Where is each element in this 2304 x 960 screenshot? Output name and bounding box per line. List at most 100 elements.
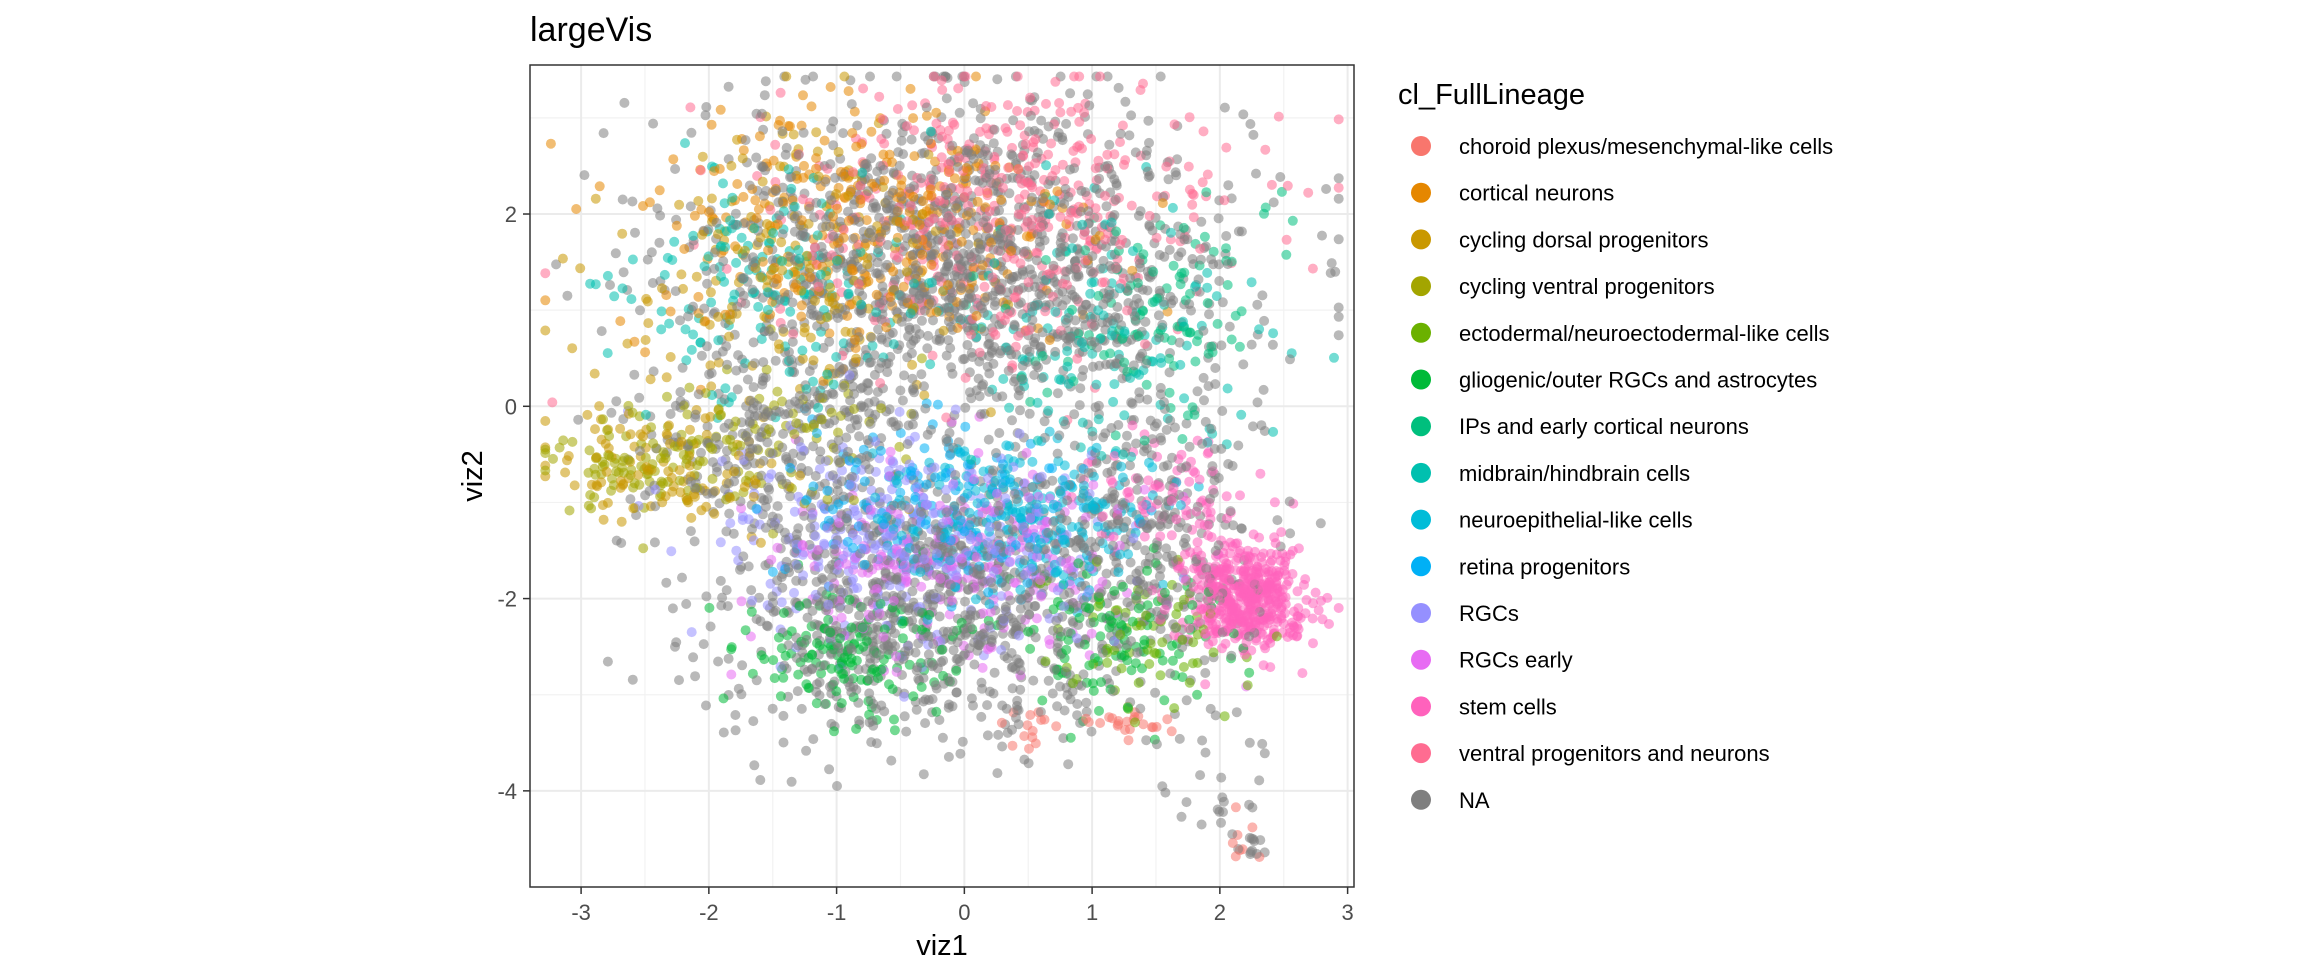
data-point <box>1050 664 1060 675</box>
data-point <box>1095 631 1106 642</box>
data-point <box>799 322 810 333</box>
data-point <box>811 127 822 138</box>
data-point <box>792 686 803 697</box>
data-point <box>811 163 821 174</box>
data-point <box>1044 635 1055 645</box>
data-point <box>1159 510 1170 521</box>
data-point <box>1072 353 1083 364</box>
data-point <box>865 695 876 706</box>
data-point <box>971 310 982 321</box>
data-point <box>1126 200 1137 211</box>
data-point <box>1166 726 1177 737</box>
data-point <box>1231 707 1242 718</box>
data-point <box>1120 96 1131 107</box>
data-point <box>689 536 700 547</box>
data-point <box>1090 542 1101 553</box>
data-point <box>1143 115 1154 126</box>
data-point <box>1059 705 1070 716</box>
data-point <box>1164 387 1175 398</box>
data-point <box>722 601 733 612</box>
data-point <box>1192 501 1203 512</box>
data-point <box>1197 735 1208 746</box>
data-point <box>661 577 672 588</box>
data-point <box>1027 456 1038 467</box>
data-point <box>665 306 676 317</box>
data-point <box>832 781 842 791</box>
data-point <box>907 419 918 430</box>
data-point <box>1303 187 1314 198</box>
data-point <box>1211 291 1222 302</box>
data-point <box>889 714 899 725</box>
data-point <box>1157 637 1168 648</box>
data-point <box>1131 438 1141 449</box>
data-point <box>660 491 671 502</box>
data-point <box>1247 822 1258 833</box>
data-point <box>1078 365 1089 375</box>
data-point <box>586 503 597 514</box>
data-point <box>976 409 986 420</box>
data-point <box>772 386 783 397</box>
data-point <box>919 305 930 316</box>
data-point <box>1006 149 1017 160</box>
data-point <box>1127 398 1138 409</box>
data-point <box>786 483 797 494</box>
data-point <box>1151 721 1162 732</box>
data-point <box>826 572 837 583</box>
data-point <box>562 290 573 301</box>
data-point <box>1252 397 1263 408</box>
data-point <box>1202 267 1213 278</box>
data-point <box>1094 705 1104 716</box>
data-point <box>813 402 824 413</box>
data-point <box>724 331 734 342</box>
data-point <box>690 409 701 420</box>
data-point <box>838 128 849 139</box>
data-point <box>1109 451 1120 461</box>
data-point <box>740 625 751 636</box>
data-point <box>1281 249 1292 260</box>
data-point <box>1017 360 1028 371</box>
data-point <box>1200 416 1211 427</box>
data-point <box>777 396 788 407</box>
data-point <box>540 295 551 306</box>
data-point <box>1130 147 1141 158</box>
data-point <box>992 74 1003 85</box>
data-point <box>764 424 774 435</box>
data-point <box>965 387 975 398</box>
data-point <box>1257 290 1268 301</box>
data-point <box>1333 173 1344 184</box>
data-point <box>713 656 724 667</box>
data-point <box>640 409 651 420</box>
data-point <box>681 599 692 609</box>
data-point <box>688 652 699 663</box>
data-point <box>789 506 800 517</box>
data-point <box>982 730 993 741</box>
data-point <box>1109 149 1120 160</box>
data-point <box>1053 456 1064 467</box>
data-point <box>1259 315 1270 326</box>
data-point <box>704 207 714 217</box>
data-point <box>962 340 973 350</box>
data-point <box>941 507 952 518</box>
data-point <box>822 494 833 505</box>
data-point <box>669 236 680 247</box>
data-point <box>919 381 929 392</box>
data-point <box>811 341 821 352</box>
data-point <box>1187 199 1198 210</box>
data-point <box>1196 254 1206 265</box>
data-point <box>805 522 816 533</box>
data-point <box>619 97 630 108</box>
data-point <box>1182 523 1193 534</box>
data-point <box>934 715 945 725</box>
data-point <box>977 662 988 673</box>
data-point <box>1004 402 1015 413</box>
data-point <box>982 190 993 201</box>
data-point <box>1200 629 1211 639</box>
data-point <box>1013 164 1024 175</box>
data-point <box>982 361 993 372</box>
data-point <box>962 622 973 633</box>
data-point <box>1144 137 1154 148</box>
data-point <box>707 473 718 484</box>
data-point <box>941 434 952 444</box>
data-point <box>983 434 994 445</box>
data-point <box>1104 139 1115 150</box>
